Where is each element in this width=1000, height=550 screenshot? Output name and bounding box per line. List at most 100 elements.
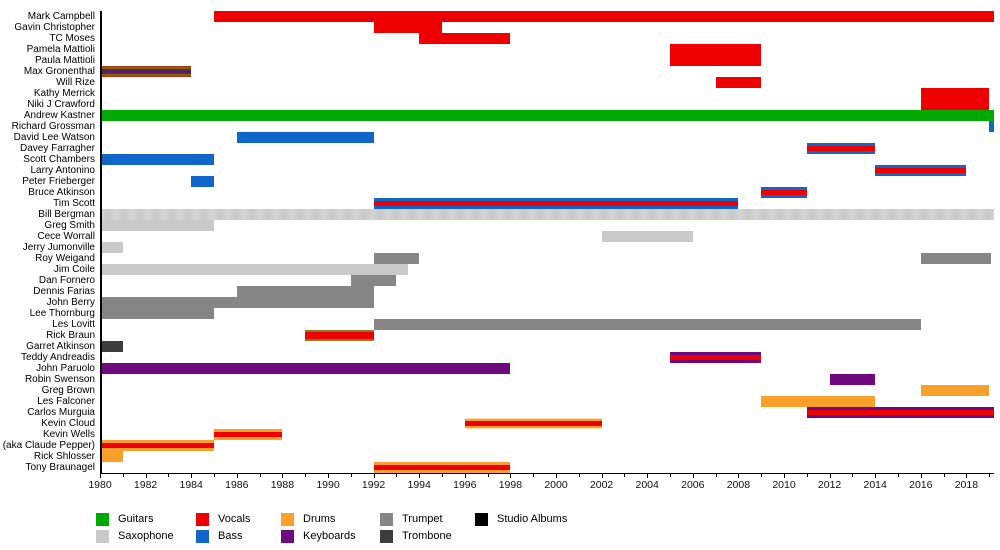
axis-tick — [989, 474, 991, 477]
timeline-bar-saxophone — [601, 230, 693, 242]
member-label: Rick Braun — [46, 329, 95, 341]
legend-swatch-drums — [281, 513, 294, 526]
member-label: John Berry — [46, 296, 95, 308]
legend-swatch-bass — [196, 530, 209, 543]
timeline-bar-drums_vocals — [214, 428, 283, 440]
axis-tick — [442, 474, 443, 477]
timeline-bar-drums — [920, 384, 990, 396]
axis-tick — [784, 474, 785, 478]
member-label: Jim Coile — [53, 263, 95, 275]
legend-swatch-vocals — [196, 513, 209, 526]
timeline-bar-bass_vocals — [373, 197, 739, 209]
member-label: (aka Claude Pepper) — [2, 439, 95, 451]
timeline-bar-trumpet — [100, 307, 214, 319]
member-label: Niki J Crawford — [27, 98, 95, 110]
axis-tick — [259, 474, 261, 477]
axis-tick — [556, 474, 557, 478]
legend-label-trombone: Trombone — [402, 530, 452, 542]
legend-label-keyboards: Keyboards — [303, 530, 356, 542]
axis-tick — [350, 474, 352, 477]
axis-tick — [624, 474, 626, 477]
timeline-bar-trumpet_vocals — [305, 329, 374, 341]
x-axis-line — [100, 472, 994, 474]
axis-tick — [373, 474, 375, 478]
member-label: Kathy Merrick — [33, 87, 95, 99]
timeline-bar-saxophone — [100, 241, 123, 253]
timeline-bar-vocals — [920, 87, 990, 99]
member-label: Teddy Andreadis — [21, 351, 95, 363]
axis-tick — [761, 474, 763, 477]
axis-tick — [898, 474, 899, 477]
axis-tick-label: 1994 — [407, 479, 431, 491]
member-label: Kevin Cloud — [41, 417, 95, 429]
axis-tick — [328, 474, 329, 478]
member-label: Greg Brown — [41, 384, 95, 396]
member-label: Dan Fornero — [38, 274, 95, 286]
member-label: Rick Shlosser — [33, 450, 95, 462]
timeline-bar-saxophone — [100, 219, 214, 231]
member-label: Bruce Atkinson — [28, 186, 95, 198]
legend-swatch-studio_albums — [475, 513, 488, 526]
axis-tick — [168, 474, 170, 477]
timeline-bar-trombone — [100, 340, 123, 352]
axis-tick-label: 2008 — [726, 479, 751, 491]
axis-tick — [510, 474, 512, 478]
member-label: Davey Farragher — [19, 142, 95, 154]
axis-tick — [100, 474, 101, 478]
axis-tick — [670, 474, 671, 477]
timeline-bar-vocals — [670, 43, 762, 55]
timeline-bar-vocals — [419, 32, 511, 44]
member-label: Peter Frieberger — [22, 175, 95, 187]
member-label: Mark Campbell — [27, 10, 95, 22]
axis-tick — [145, 474, 147, 478]
member-label: David Lee Watson — [13, 131, 95, 143]
timeline-bar-bass — [100, 153, 214, 165]
member-label: Tony Braunagel — [25, 461, 96, 473]
axis-tick — [966, 474, 968, 478]
axis-tick — [715, 474, 717, 477]
member-label: Tim Scott — [53, 197, 95, 209]
axis-tick — [806, 474, 808, 477]
member-label: Max Gronenthal — [23, 65, 95, 77]
axis-tick — [601, 474, 603, 478]
axis-tick — [191, 474, 193, 478]
axis-tick-label: 1982 — [133, 479, 158, 491]
timeline-bar-drums — [100, 450, 123, 462]
timeline-bar-bass_vocals — [761, 186, 807, 198]
timeline-bar-keyboards_vocals — [670, 351, 762, 363]
axis-tick — [692, 474, 694, 478]
member-label: Scott Chambers — [23, 153, 95, 165]
member-label: TC Moses — [49, 32, 95, 44]
member-label: Roy Weigand — [35, 252, 95, 264]
timeline-bar-trumpet — [373, 252, 420, 264]
timeline-bar-vocals — [920, 98, 990, 110]
timeline-bar-bass — [236, 131, 374, 143]
timeline-bar-bass — [989, 120, 994, 132]
legend-label-drums: Drums — [303, 513, 336, 525]
member-label: Cece Worrall — [37, 230, 95, 242]
timeline-bar-trumpet — [100, 296, 374, 308]
timeline-bar-vocals — [373, 21, 442, 33]
timeline-bar-multi_stripes — [100, 65, 192, 77]
timeline-bar-drums_vocals — [100, 439, 214, 451]
timeline-bar-bass_vocals — [806, 142, 876, 154]
member-label: Dennis Farias — [33, 285, 95, 297]
member-label: Andrew Kastner — [23, 109, 95, 121]
y-axis-line — [100, 10, 102, 473]
axis-tick — [305, 474, 307, 477]
timeline-bar-keyboards — [100, 362, 511, 374]
member-label: Kevin Wells — [42, 428, 95, 440]
timeline-bar-drums_vocals_fuzzy — [464, 417, 602, 429]
timeline-bar-vocals — [670, 54, 762, 66]
axis-tick-label: 2002 — [589, 479, 614, 491]
axis-tick-label: 1980 — [88, 479, 112, 491]
axis-tick-label: 1984 — [179, 479, 203, 491]
member-label: Jerry Jumonville — [22, 241, 95, 253]
member-label: John Paruolo — [36, 362, 95, 374]
axis-tick-label: 2012 — [817, 479, 842, 491]
legend-label-trumpet: Trumpet — [402, 513, 443, 525]
axis-tick — [533, 474, 535, 477]
axis-tick-label: 2010 — [772, 479, 796, 491]
axis-tick-label: 1988 — [270, 479, 295, 491]
